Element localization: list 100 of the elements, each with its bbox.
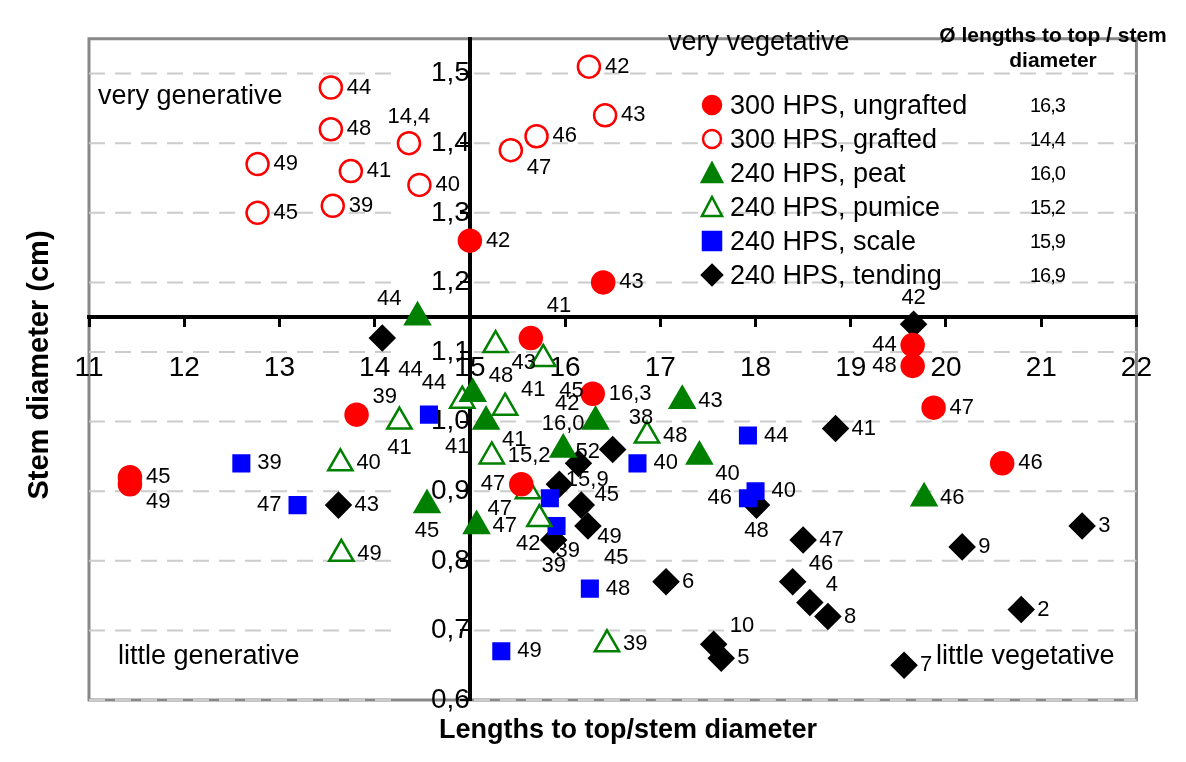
point [796,589,824,616]
annotation: 15,2 [1030,195,1065,219]
point [822,415,849,442]
annotation: 38 [628,403,654,429]
point [568,491,595,519]
annotation: 14,4 [1030,127,1065,151]
annotation: 49 [273,150,299,176]
annotation: 46 [707,484,732,510]
point [245,151,270,177]
annotation: 46 [940,484,965,510]
annotation: 43 [621,101,646,127]
annotation: 44 [763,421,789,447]
annotation: 48 [346,115,372,141]
annotation: 39 [372,382,398,408]
point [948,533,976,561]
x-tick-label: 17 [644,350,676,382]
annotation: 48 [744,517,769,543]
point [738,426,757,445]
point [338,158,364,184]
y-tick-label: 0,6 [430,682,470,714]
annotation: 14,4 [387,103,431,129]
annotation: 44 [421,368,447,394]
annotation: 47 [949,393,975,419]
x-tick-label: 22 [1120,350,1153,382]
annotation: 40 [435,171,460,197]
annotation: 41 [387,433,412,459]
annotation: 16,9 [1030,263,1065,287]
point [738,489,757,508]
y-tick-label: 1,2 [430,265,470,297]
point [1007,596,1035,623]
x-tick-label: 21 [1025,350,1057,382]
point [779,568,806,595]
point [407,172,432,198]
annotation: 7 [920,651,933,677]
annotation: Ø lengths to top / stem diameter [938,22,1168,72]
point [592,103,618,128]
point [344,402,369,427]
annotation: 44 [398,356,423,382]
annotation: 40 [771,477,797,503]
annotation: 15,9 [1030,229,1065,253]
point [989,451,1015,476]
annotation: 16,0 [1030,161,1065,185]
annotation: 9 [978,532,991,558]
point [396,130,422,156]
annotation: very generative [98,80,283,111]
point [590,270,616,295]
annotation: 49 [145,488,171,514]
y-axis-title: Stem diameter (cm) [21,230,55,500]
point [318,117,344,142]
point [580,579,599,598]
point [457,228,483,253]
annotation: 39 [348,191,374,217]
annotation: 47 [257,491,282,517]
annotation: 48 [662,421,688,447]
y-tick-label: 0,8 [430,543,470,575]
x-tick-label: 11 [74,350,104,382]
point [524,123,549,149]
point [325,491,352,519]
point [288,496,307,515]
annotation: 2 [1037,595,1050,621]
annotation: 41 [444,432,470,458]
annotation: 43 [354,491,379,517]
point [509,471,534,497]
point [318,75,344,100]
annotation: 39 [623,630,648,656]
point [921,395,946,420]
point [789,526,817,554]
annotation: 5 [737,644,750,670]
point [576,54,602,79]
annotation: 10 [729,612,755,638]
annotation: 49 [357,539,382,565]
point [1068,512,1096,540]
point [628,454,647,473]
point [900,353,925,379]
annotation: 41 [851,414,877,440]
annotation: 45 [414,517,440,543]
y-tick-label: 1,4 [430,125,470,157]
legend-label: 240 HPS, pumice [730,191,942,223]
legend-label: 300 HPS, grafted [730,123,939,155]
annotation: 42 [604,52,630,78]
point [320,193,346,219]
annotation: very vegetative [668,26,850,57]
annotation: 39 [257,449,282,475]
annotation: 16,3 [608,379,652,405]
point [547,516,566,536]
annotation: 3 [1098,512,1111,538]
point [540,489,559,508]
annotation: little generative [118,640,300,671]
point [498,137,524,163]
annotation: 8 [843,602,857,628]
x-tick-label: 19 [835,350,867,382]
x-tick-label: 18 [739,350,772,382]
annotation: 6 [682,567,695,593]
legend-label: 240 HPS, scale [730,225,918,257]
y-tick-label: 1,3 [430,195,470,227]
annotation: 46 [552,122,578,148]
point [890,651,918,679]
x-axis-title: Lengths to top/stem diameter [437,714,818,745]
annotation: 41 [521,375,546,401]
annotation: 49 [517,637,542,663]
